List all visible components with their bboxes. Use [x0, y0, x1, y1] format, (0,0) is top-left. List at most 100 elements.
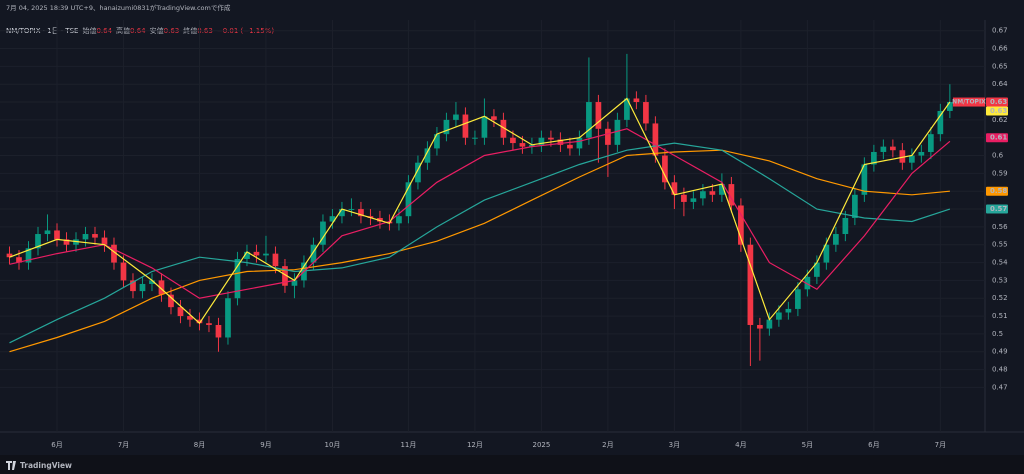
y-tick-label: 0.6 [992, 152, 1004, 160]
ma-line [9, 97, 951, 325]
candle-body [814, 262, 820, 277]
candle-body [462, 114, 469, 138]
x-tick-label: 3月 [669, 441, 680, 449]
candle-body [329, 216, 336, 222]
candle-body [149, 280, 155, 284]
y-tick-label: 0.56 [992, 223, 1008, 231]
candle-body [225, 298, 231, 338]
candle-body [719, 184, 725, 195]
candle-body [25, 248, 32, 263]
price-badge-value: 0.58 [990, 187, 1007, 195]
y-tick-label: 0.53 [992, 276, 1008, 284]
price-badge-value: 0.57 [990, 205, 1007, 213]
candle-body [861, 164, 868, 195]
candle-body [500, 119, 507, 138]
y-tick-label: 0.55 [992, 241, 1008, 249]
y-tick-label: 0.52 [992, 294, 1008, 302]
candle-body [918, 151, 925, 156]
candle-body [111, 244, 117, 263]
candle-body [709, 191, 716, 195]
y-tick-label: 0.5 [992, 330, 1003, 338]
y-tick-label: 0.66 [992, 45, 1008, 53]
candle-body [453, 114, 459, 120]
candle-body [272, 253, 279, 267]
price-badge [986, 186, 1008, 196]
candle-body [643, 102, 649, 124]
x-tick-label: 8月 [194, 441, 205, 449]
candle-body [253, 251, 260, 256]
candle-body [909, 155, 915, 163]
candle-body [605, 128, 611, 145]
candle-body [757, 324, 763, 329]
candle-body [101, 237, 108, 245]
y-tick-label: 0.59 [992, 169, 1008, 177]
candle-body [852, 194, 858, 218]
candle-body [339, 209, 345, 217]
candle-body [54, 230, 60, 240]
candle-body [871, 151, 877, 165]
candle-body [833, 234, 839, 245]
candle-body [282, 266, 288, 286]
candle-body [187, 316, 193, 320]
candle-body [595, 102, 602, 129]
price-badge-value: 0.63 [990, 98, 1007, 106]
candle-body [690, 198, 697, 202]
candle-body [158, 280, 165, 295]
candle-body [206, 323, 212, 325]
candle-body [396, 216, 402, 224]
x-tick-label: 6月 [51, 441, 62, 449]
candle-body [510, 137, 516, 144]
candle-body [291, 280, 298, 286]
y-tick-label: 0.64 [992, 80, 1008, 88]
candle-body [928, 134, 934, 152]
x-tick-label: 6月 [868, 441, 879, 449]
ma-line [9, 142, 951, 344]
candle-body [652, 123, 659, 156]
symbol-badge [953, 97, 985, 107]
candle-body [92, 234, 98, 238]
x-tick-label: 12月 [467, 441, 483, 449]
candle-body [728, 184, 735, 206]
candle-body [624, 98, 630, 120]
x-tick-label: 2025 [533, 441, 551, 449]
candle-body [16, 257, 22, 263]
candle-body [785, 308, 792, 313]
candle-body [548, 137, 554, 140]
ma-line [9, 149, 950, 353]
candle-body [234, 258, 241, 299]
price-badge [986, 204, 1008, 214]
candle-body [310, 244, 317, 263]
candle-body [947, 102, 953, 111]
y-tick-label: 0.65 [992, 62, 1008, 70]
candle-body [139, 283, 146, 292]
y-tick-label: 0.47 [992, 383, 1008, 391]
candle-body [538, 137, 545, 145]
candle-body [681, 194, 687, 202]
price-badge-value: 0.63 [990, 107, 1007, 115]
y-tick-label: 0.54 [992, 259, 1008, 267]
candle-body [348, 209, 355, 211]
y-tick-label: 0.51 [992, 312, 1008, 320]
candle-body [491, 116, 497, 120]
candle-body [405, 182, 412, 217]
candle-body [358, 209, 364, 217]
symbol-badge-label: NM/TOPIX [952, 99, 986, 106]
candle-body [177, 307, 184, 317]
logo [6, 461, 16, 470]
candle-body [557, 139, 564, 145]
candle-body [747, 244, 754, 325]
candle-body [377, 217, 383, 222]
candle-body [890, 146, 896, 151]
candle-body [823, 244, 830, 263]
candle-body [244, 251, 250, 259]
y-tick-label: 0.49 [992, 348, 1008, 356]
grid [0, 20, 985, 432]
candle-body [82, 234, 89, 240]
candle-body [196, 319, 203, 324]
y-tick-label: 0.62 [992, 116, 1008, 124]
candle-body [576, 137, 583, 149]
x-tick-label: 2月 [602, 441, 613, 449]
candle-body [415, 162, 421, 183]
candle-body [481, 116, 488, 138]
